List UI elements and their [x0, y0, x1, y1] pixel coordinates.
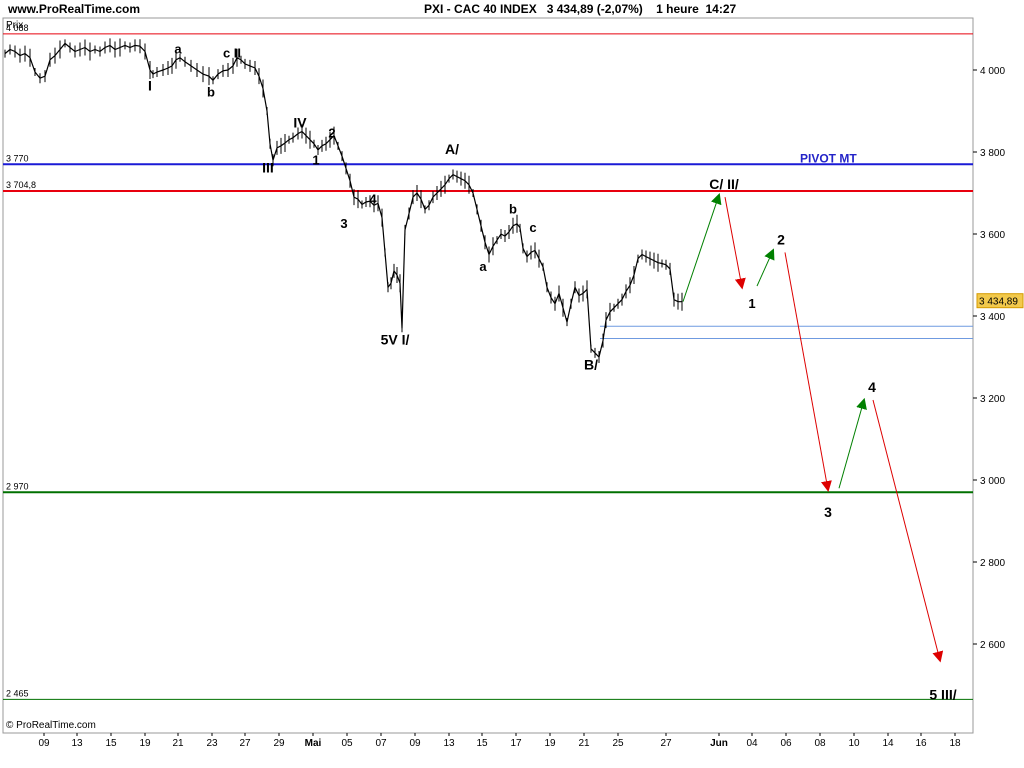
pivot-label: PIVOT MT — [800, 151, 857, 165]
site-name: www.ProRealTime.com — [8, 2, 141, 16]
x-tick-label: 21 — [172, 738, 184, 749]
wave-label: B/ — [584, 356, 598, 372]
wave-label: 5V I/ — [381, 332, 410, 348]
level-label: 2 465 — [6, 688, 29, 698]
x-tick-label: 29 — [273, 738, 285, 749]
wave-label: 4 — [868, 379, 876, 395]
x-tick-label: 23 — [206, 738, 218, 749]
current-price-label: 3 434,89 — [979, 297, 1018, 308]
wave-label: 4 — [369, 191, 377, 206]
chart-header: www.ProRealTime.com PXI - CAC 40 INDEX 3… — [0, 0, 1024, 18]
y-axis: 4 000 3 800 3 600 3 400 3 200 3 000 2 800 2 600… — [973, 66, 1024, 651]
y-tick-label: 4 000 — [980, 66, 1005, 77]
x-tick-label: 08 — [814, 738, 826, 749]
x-tick-label: 15 — [105, 738, 117, 749]
wave-label: 3 — [824, 504, 832, 520]
copyright: © ProRealTime.com — [6, 720, 96, 731]
price-series — [4, 38, 683, 363]
wave-label: 1 — [312, 152, 319, 167]
x-tick-label: Jun — [710, 738, 728, 749]
level-label: 3 770 — [6, 153, 29, 163]
x-tick-label: 07 — [375, 738, 387, 749]
x-tick-label: 27 — [239, 738, 251, 749]
forecast-arrow-down — [784, 252, 832, 493]
x-tick-label: 21 — [578, 738, 590, 749]
x-tick-label: 18 — [949, 738, 961, 749]
x-tick-label: 19 — [139, 738, 151, 749]
wave-label: C/ II/ — [709, 176, 739, 192]
x-tick-label: 06 — [780, 738, 792, 749]
y-tick-label: 3 000 — [980, 476, 1005, 487]
timeframe: 1 heure — [656, 2, 699, 16]
x-tick-label: 05 — [341, 738, 353, 749]
y-tick-label: 3 800 — [980, 148, 1005, 159]
y-tick-label: 3 400 — [980, 312, 1005, 323]
time: 14:27 — [705, 2, 737, 16]
wave-label: 5 III/ — [929, 686, 956, 702]
x-tick-label: 27 — [660, 738, 672, 749]
instrument-info: PXI - CAC 40 INDEX 3 434,89 (-2,07%) 1 h… — [424, 2, 736, 16]
price-line — [4, 42, 683, 359]
y-tick-label: 2 600 — [980, 640, 1005, 651]
wave-label: 1 — [748, 296, 755, 311]
x-tick-label: 25 — [612, 738, 624, 749]
wave-label: c — [529, 220, 536, 235]
wave-label: 2 — [777, 231, 785, 247]
wave-label: IV — [293, 114, 307, 130]
plot-frame — [2, 17, 974, 734]
x-tick-label: Mai — [305, 738, 322, 749]
x-axis: 09 13 15 19 21 23 27 29 Mai 05 07 09 13 15 17 19 21 25 27 J… — [38, 733, 961, 749]
x-tick-label: 04 — [746, 738, 758, 749]
x-tick-label: 13 — [71, 738, 83, 749]
wave-label: b — [509, 202, 517, 217]
current-price-badge — [976, 293, 1024, 309]
wave-label: A/ — [445, 141, 459, 157]
wave-label: b — [207, 85, 215, 100]
level-label: 4 088 — [6, 23, 29, 33]
level-label: 2 970 — [6, 481, 29, 491]
level-label: 3 704,8 — [6, 180, 36, 190]
x-tick-label: 17 — [510, 738, 522, 749]
wave-label: c II — [223, 46, 241, 61]
price-change: 3 434,89 (-2,07%) — [546, 2, 643, 16]
forecast-arrow-up — [682, 192, 722, 302]
forecast-arrows — [682, 192, 944, 663]
forecast-arrow-down — [724, 197, 746, 290]
x-tick-label: 15 — [476, 738, 488, 749]
y-axis-label: Prix — [6, 20, 23, 31]
x-tick-label: 16 — [915, 738, 927, 749]
x-tick-label: 09 — [38, 738, 50, 749]
forecast-arrow-up — [756, 248, 775, 287]
forecast-arrow-down — [872, 399, 944, 663]
x-tick-label: 10 — [848, 738, 860, 749]
plot-border — [2, 17, 974, 734]
levels-layer: 4 088 3 770 PIVOT MT 3 704,8 2 970 2 465 — [3, 23, 973, 700]
x-tick-label: 14 — [882, 738, 894, 749]
instrument-name: PXI - CAC 40 INDEX — [424, 2, 537, 16]
x-tick-label: 19 — [544, 738, 556, 749]
wave-label: 2 — [328, 126, 335, 141]
x-tick-label: 13 — [443, 738, 455, 749]
x-tick-label: 09 — [409, 738, 421, 749]
wave-label: 3 — [340, 216, 347, 231]
forecast-arrow-up — [838, 397, 867, 489]
wave-label: I — [148, 78, 152, 94]
wave-label: III — [262, 160, 274, 176]
y-tick-label: 3 600 — [980, 230, 1005, 241]
y-tick-label: 2 800 — [980, 558, 1005, 569]
wave-label: a — [174, 42, 182, 57]
wave-label: a — [479, 259, 487, 274]
y-tick-label: 3 200 — [980, 394, 1005, 405]
